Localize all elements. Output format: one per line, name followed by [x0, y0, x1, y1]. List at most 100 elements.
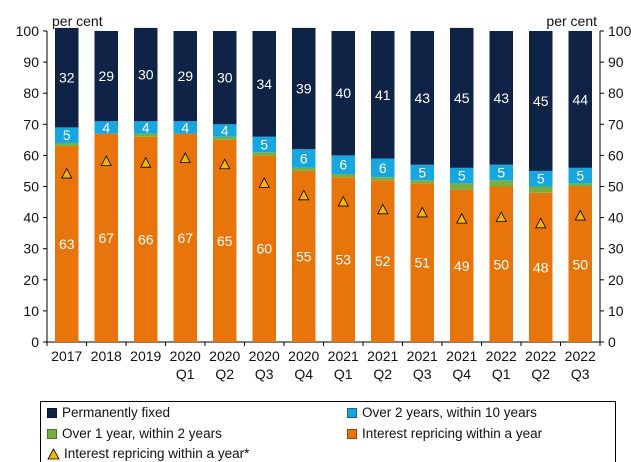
data-label: 50 — [572, 256, 588, 272]
bar-segment — [292, 149, 316, 168]
y-tick-label-right: 80 — [608, 85, 624, 101]
triangle-marker — [298, 189, 310, 201]
legend-item-repricing-within-year: Interest repricing within a year — [347, 426, 542, 441]
data-label: 51 — [414, 255, 430, 271]
bar-segment — [371, 180, 395, 342]
x-tick-label: 2017 — [51, 348, 82, 364]
y-tick-label-right: 10 — [608, 303, 624, 319]
data-label: 4 — [102, 119, 110, 135]
triangle-marker — [574, 209, 586, 221]
bar-segment — [410, 31, 434, 165]
data-label: 60 — [256, 241, 272, 257]
bar-segment — [94, 121, 118, 134]
data-label: 66 — [138, 231, 154, 247]
x-tick-label: 2021 — [446, 348, 477, 364]
bar-segment — [489, 31, 513, 165]
y-tick-label-left: 80 — [23, 85, 39, 101]
data-label: 50 — [493, 256, 509, 272]
bar-segment — [331, 155, 355, 175]
y-tick-label-right: 30 — [608, 241, 624, 257]
y-tick-label-left: 30 — [23, 241, 39, 257]
data-label: 5 — [497, 165, 505, 181]
data-label: 67 — [177, 230, 193, 246]
y-tick-label-left: 70 — [23, 116, 39, 132]
y-tick-label-left: 60 — [23, 147, 39, 163]
data-label: 63 — [59, 236, 75, 252]
y-tick-label-right: 50 — [608, 179, 624, 195]
bar-segment — [213, 139, 237, 342]
x-tick-label-quarter: Q2 — [215, 366, 234, 382]
bar-segment — [410, 164, 434, 181]
y-tick-label-right: 70 — [608, 116, 624, 132]
data-label: 30 — [138, 67, 154, 83]
x-tick-label: 2022 — [486, 348, 517, 364]
data-label: 29 — [177, 68, 193, 84]
y-tick-label-left: 100 — [16, 23, 40, 39]
bar-segment — [134, 136, 158, 342]
data-label: 34 — [256, 76, 272, 92]
bar-segment — [568, 186, 592, 342]
data-label: 52 — [375, 253, 391, 269]
data-label: 39 — [296, 81, 312, 97]
bar-segment — [331, 174, 355, 178]
triangle-marker — [219, 158, 231, 170]
x-tick-label: 2022 — [525, 348, 556, 364]
bar-segment — [568, 167, 592, 184]
legend-swatch-over-2-years — [347, 407, 357, 418]
data-label: 4 — [221, 123, 229, 139]
bar-segment — [529, 170, 553, 187]
x-tick-label: 2021 — [367, 348, 398, 364]
data-label: 5 — [260, 137, 268, 153]
legend-swatch-over-1-year — [47, 428, 57, 439]
y-unit-label-left: per cent — [52, 13, 103, 29]
data-label: 5 — [537, 171, 545, 187]
data-label: 44 — [572, 91, 588, 107]
bar-segment — [292, 27, 316, 150]
data-label: 6 — [339, 157, 347, 173]
y-unit-label-right: per cent — [546, 13, 597, 29]
bar-segment — [55, 27, 79, 128]
triangle-marker — [258, 177, 270, 188]
x-tick-label: 2020 — [249, 348, 280, 364]
bar-segment — [252, 31, 276, 137]
x-tick-label: 2020 — [209, 348, 240, 364]
y-tick-label-right: 40 — [608, 210, 624, 226]
bar-segment — [529, 186, 553, 193]
data-label: 4 — [181, 119, 189, 135]
bar-segment — [173, 31, 197, 122]
x-tick-label-quarter: Q2 — [531, 366, 550, 382]
data-label: 5 — [458, 168, 466, 184]
legend-label: Over 2 years, within 10 years — [362, 405, 537, 420]
data-label: 6 — [300, 151, 308, 167]
bar-segment — [134, 133, 158, 137]
bar-segment — [371, 177, 395, 181]
bar-segment — [529, 192, 553, 342]
legend-swatch-permanently-fixed — [47, 407, 57, 418]
y-tick-label-right: 60 — [608, 147, 624, 163]
data-label: 43 — [493, 90, 509, 106]
x-tick-label: 2019 — [130, 348, 161, 364]
triangle-marker — [535, 217, 547, 229]
legend-label: Over 1 year, within 2 years — [62, 426, 222, 441]
legend-label: Interest repricing within a year — [362, 426, 543, 441]
bar-segment — [134, 121, 158, 134]
x-tick-label-quarter: Q1 — [492, 366, 511, 382]
x-tick-label-quarter: Q4 — [452, 366, 471, 382]
triangle-marker — [377, 203, 389, 215]
x-tick-label: 2021 — [407, 348, 438, 364]
bar-segment — [252, 136, 276, 153]
bar-segment — [94, 133, 118, 342]
x-tick-label: 2022 — [565, 348, 596, 364]
legend-item-repricing-within-year-star: Interest repricing within a year* — [47, 446, 249, 461]
triangle-marker — [179, 152, 191, 163]
bar-segment — [213, 31, 237, 125]
bar-segment — [450, 183, 474, 190]
data-label: 67 — [98, 230, 114, 246]
y-tick-label-right: 90 — [608, 54, 624, 70]
legend-label: Interest repricing within a year* — [64, 446, 250, 461]
bar-segment — [568, 183, 592, 187]
bar-segment — [371, 158, 395, 178]
data-label: 45 — [454, 90, 470, 106]
data-label: 43 — [414, 90, 430, 106]
bar-segment — [134, 27, 158, 122]
